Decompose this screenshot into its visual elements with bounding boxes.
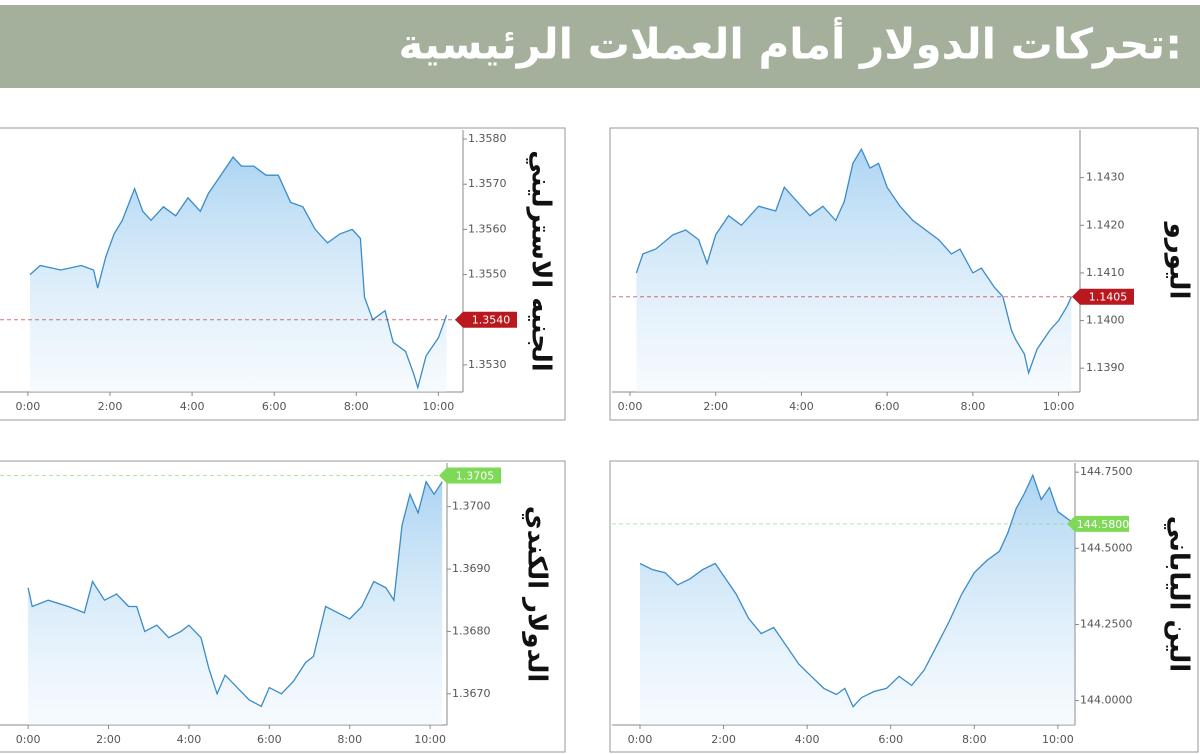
x-tick-label: 10:00 xyxy=(1043,400,1075,413)
chart-title: الين الياباني xyxy=(1164,516,1194,672)
chart-title: الدولار الكندي xyxy=(522,506,552,683)
x-tick-label: 4:00 xyxy=(795,733,820,746)
price-line xyxy=(639,473,1075,708)
x-tick-label: 0:00 xyxy=(16,400,41,413)
y-tick-label: 1.1410 xyxy=(1086,266,1125,279)
x-tick-label: 2:00 xyxy=(96,733,121,746)
y-tick-label: 1.1390 xyxy=(1086,361,1125,374)
y-tick-label: 144.7500 xyxy=(1080,465,1133,478)
x-tick-label: 2:00 xyxy=(98,400,123,413)
x-tick-label: 4:00 xyxy=(177,733,202,746)
last-price-badge xyxy=(455,311,517,328)
y-tick-label: 1.3690 xyxy=(452,562,491,575)
x-tick-label: 10:00 xyxy=(1042,733,1074,746)
chart-title: اليورو xyxy=(1164,221,1194,300)
x-tick-label: 0:00 xyxy=(16,733,41,746)
price-line xyxy=(29,156,448,390)
x-tick-label: 4:00 xyxy=(789,400,814,413)
last-price-label: 1.3540 xyxy=(472,314,511,327)
page-title: تحركات الدولار أمام العملات الرئيسية: xyxy=(399,17,1182,70)
x-tick-label: 6:00 xyxy=(875,400,900,413)
y-tick-label: 1.3680 xyxy=(452,624,491,637)
last-price-badge xyxy=(1067,515,1129,532)
y-tick-label: 144.2500 xyxy=(1080,617,1133,630)
area xyxy=(636,149,1072,392)
last-price-badge xyxy=(439,467,501,484)
price-line xyxy=(27,480,443,708)
x-tick-label: 4:00 xyxy=(180,400,205,413)
x-tick-label: 10:00 xyxy=(414,733,446,746)
header-band xyxy=(0,5,1200,88)
y-tick-label: 1.3550 xyxy=(468,268,507,281)
y-tick-label: 144.5000 xyxy=(1080,541,1133,554)
x-tick-label: 2:00 xyxy=(711,733,736,746)
x-tick-label: 0:00 xyxy=(618,400,643,413)
x-tick-label: 8:00 xyxy=(337,733,362,746)
x-tick-label: 6:00 xyxy=(257,733,282,746)
x-tick-label: 2:00 xyxy=(703,400,728,413)
last-price-badge xyxy=(1072,288,1134,305)
y-tick-label: 1.3580 xyxy=(468,132,507,145)
y-tick-label: 1.3570 xyxy=(468,177,507,190)
y-tick-label: 1.1430 xyxy=(1086,171,1125,184)
chart-title: الجنيه الاسترليني xyxy=(526,150,556,371)
x-tick-label: 8:00 xyxy=(962,733,987,746)
x-tick-label: 6:00 xyxy=(262,400,287,413)
y-tick-label: 1.3560 xyxy=(468,222,507,235)
x-tick-label: 8:00 xyxy=(344,400,369,413)
area xyxy=(28,481,443,725)
x-tick-label: 6:00 xyxy=(878,733,903,746)
y-tick-label: 1.1420 xyxy=(1086,218,1125,231)
y-tick-label: 1.3530 xyxy=(468,358,507,371)
price-line xyxy=(635,147,1072,376)
y-tick-label: 1.3670 xyxy=(452,687,491,700)
last-price-label: 1.3705 xyxy=(456,469,495,482)
y-tick-label: 1.1400 xyxy=(1086,314,1125,327)
y-tick-label: 1.3700 xyxy=(452,500,491,513)
last-price-label: 1.1405 xyxy=(1089,291,1128,304)
area xyxy=(30,157,447,392)
y-tick-label: 144.0000 xyxy=(1080,694,1133,707)
x-tick-label: 8:00 xyxy=(961,400,986,413)
x-tick-label: 0:00 xyxy=(628,733,653,746)
last-price-label: 144.5800 xyxy=(1077,518,1130,531)
x-tick-label: 10:00 xyxy=(423,400,455,413)
area xyxy=(640,475,1075,725)
